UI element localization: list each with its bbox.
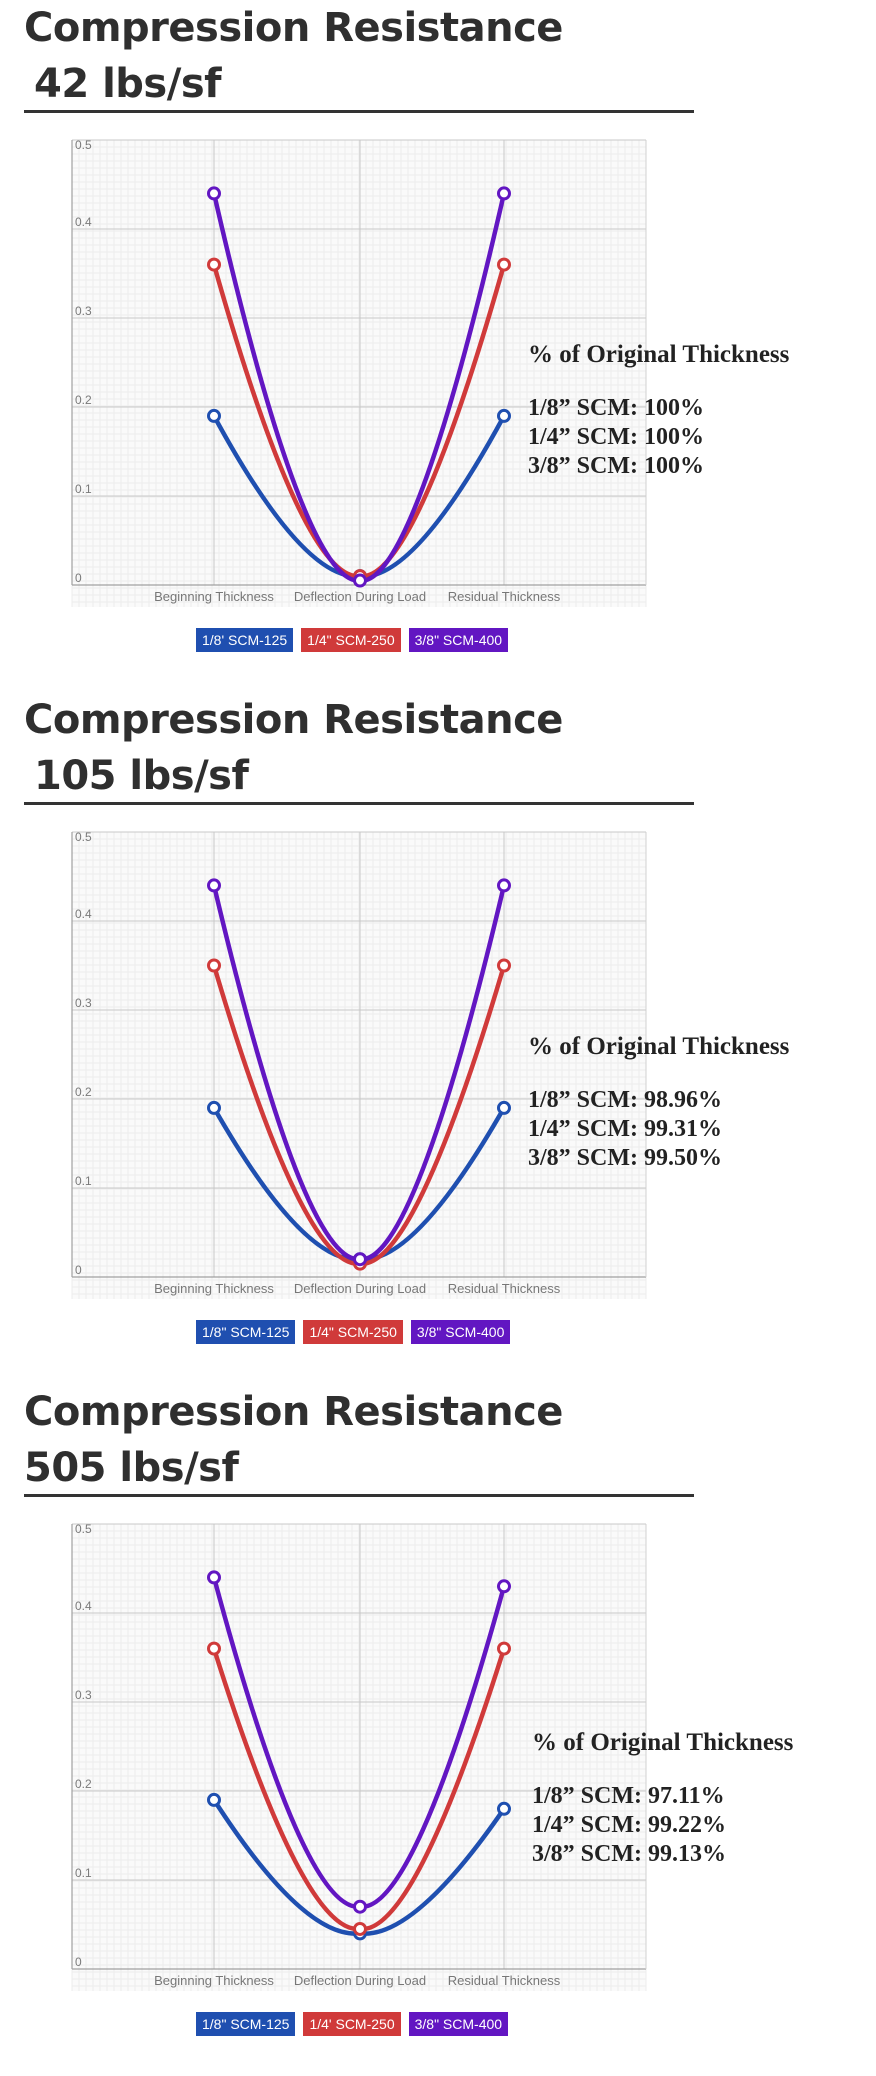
section-heading: Compression Resistance 105 lbs/sf <box>24 692 704 802</box>
legend-item-scm-250: 1/4" SCM-250 <box>301 628 401 652</box>
y-tick-label: 0.4 <box>75 1599 92 1613</box>
data-point <box>497 958 511 973</box>
legend-item-scm-125: 1/8" SCM-125 <box>196 2012 296 2036</box>
section-subtitle: 42 lbs/sf <box>34 61 222 107</box>
x-tick-label: Residual Thickness <box>448 1973 561 1988</box>
data-point <box>207 1641 221 1656</box>
data-point <box>207 257 221 272</box>
section-title: Compression Resistance <box>24 1389 563 1435</box>
annotation-line: 3/8” SCM: 100% <box>528 453 704 479</box>
y-tick-label: 0 <box>75 571 82 585</box>
y-tick-label: 0.4 <box>75 215 92 229</box>
data-point <box>497 1100 511 1115</box>
data-point <box>497 257 511 272</box>
chart-section-505: Compression Resistance 505 lbs/sf 0 0.1 0.… <box>0 1384 876 2076</box>
data-point <box>353 1921 367 1936</box>
compression-chart: 0 0.1 0.2 0.3 0.4 0.5 Beginning Thickness Defle… <box>71 1522 647 1991</box>
data-point <box>207 878 221 893</box>
y-tick-label: 0 <box>75 1955 82 1969</box>
data-point <box>207 1792 221 1807</box>
section-heading: Compression Resistance 505 lbs/sf <box>24 1384 704 1494</box>
minor-grid <box>71 139 647 607</box>
annotation-title: % of Original Thickness <box>528 341 790 368</box>
section-heading: Compression Resistance 42 lbs/sf <box>24 0 704 110</box>
x-tick-label: Residual Thickness <box>448 589 561 604</box>
data-point <box>497 878 511 893</box>
y-tick-label: 0.1 <box>75 482 92 496</box>
data-point <box>207 408 221 423</box>
section-subtitle: 105 lbs/sf <box>34 753 249 799</box>
legend-item-scm-250: 1/4" SCM-250 <box>303 1320 403 1344</box>
compression-chart: 0 0.1 0.2 0.3 0.4 0.5 Beginning Thickness Defle… <box>71 138 647 607</box>
data-point <box>497 408 511 423</box>
x-tick-label: Beginning Thickness <box>154 589 274 604</box>
section-title: Compression Resistance <box>24 5 563 51</box>
chart-section-105: Compression Resistance 105 lbs/sf 0 0.1 0.… <box>0 692 876 1384</box>
legend-item-scm-400: 3/8" SCM-400 <box>410 1320 511 1344</box>
y-tick-label: 0.1 <box>75 1174 92 1188</box>
y-tick-label: 0.5 <box>75 830 92 844</box>
data-point <box>207 958 221 973</box>
chart-legend: 1/8' SCM-125 1/4" SCM-250 3/8" SCM-400 <box>196 628 509 652</box>
x-tick-label: Residual Thickness <box>448 1281 561 1296</box>
x-tick-label: Deflection During Load <box>294 1973 426 1988</box>
annotation-line: 1/4” SCM: 99.22% <box>532 1812 726 1838</box>
heading-rule <box>24 110 694 113</box>
chart-legend: 1/8" SCM-125 1/4" SCM-250 3/8" SCM-400 <box>196 1320 511 1344</box>
data-point <box>207 1570 221 1585</box>
data-point <box>207 186 221 201</box>
annotation-line: 3/8” SCM: 99.13% <box>532 1841 726 1867</box>
y-tick-label: 0.3 <box>75 996 92 1010</box>
data-point <box>353 1252 367 1267</box>
heading-rule <box>24 1494 694 1497</box>
thickness-annotation: % of Original Thickness 1/8” SCM: 100% 1… <box>528 340 858 481</box>
thickness-annotation: % of Original Thickness 1/8” SCM: 97.11%… <box>532 1728 862 1869</box>
heading-rule <box>24 802 694 805</box>
y-tick-label: 0.2 <box>75 1777 92 1791</box>
y-tick-label: 0.5 <box>75 138 92 152</box>
y-tick-label: 0.2 <box>75 1085 92 1099</box>
annotation-line: 1/8” SCM: 98.96% <box>528 1087 722 1113</box>
legend-item-scm-125: 1/8" SCM-125 <box>196 1320 296 1344</box>
x-tick-label: Deflection During Load <box>294 589 426 604</box>
data-point <box>497 1579 511 1594</box>
y-tick-label: 0.1 <box>75 1866 92 1880</box>
legend-item-scm-125: 1/8' SCM-125 <box>196 628 294 652</box>
annotation-line: 1/4” SCM: 99.31% <box>528 1116 722 1142</box>
y-tick-label: 0.5 <box>75 1522 92 1536</box>
annotation-line: 3/8” SCM: 99.50% <box>528 1145 722 1171</box>
annotation-title: % of Original Thickness <box>528 1033 790 1060</box>
section-title: Compression Resistance <box>24 697 563 743</box>
section-subtitle: 505 lbs/sf <box>24 1445 239 1491</box>
compression-chart: 0 0.1 0.2 0.3 0.4 0.5 Beginning Thickness Defle… <box>71 830 647 1299</box>
data-point <box>497 186 511 201</box>
data-point <box>353 1899 367 1914</box>
y-tick-label: 0.3 <box>75 1688 92 1702</box>
annotation-line: 1/8” SCM: 97.11% <box>532 1783 725 1809</box>
data-point <box>207 1100 221 1115</box>
thickness-annotation: % of Original Thickness 1/8” SCM: 98.96%… <box>528 1032 858 1173</box>
x-tick-label: Beginning Thickness <box>154 1281 274 1296</box>
y-tick-label: 0 <box>75 1263 82 1277</box>
legend-item-scm-400: 3/8" SCM-400 <box>408 2012 509 2036</box>
chart-section-42: Compression Resistance 42 lbs/sf 0 0.1 0.2… <box>0 0 876 692</box>
data-point <box>497 1801 511 1816</box>
x-tick-label: Beginning Thickness <box>154 1973 274 1988</box>
annotation-line: 1/4” SCM: 100% <box>528 424 704 450</box>
x-tick-label: Deflection During Load <box>294 1281 426 1296</box>
legend-item-scm-250: 1/4' SCM-250 <box>303 2012 401 2036</box>
y-tick-label: 0.4 <box>75 907 92 921</box>
data-point <box>497 1641 511 1656</box>
legend-item-scm-400: 3/8" SCM-400 <box>408 628 509 652</box>
y-tick-label: 0.2 <box>75 393 92 407</box>
chart-legend: 1/8" SCM-125 1/4' SCM-250 3/8" SCM-400 <box>196 2012 509 2036</box>
y-tick-label: 0.3 <box>75 304 92 318</box>
data-point <box>353 573 367 588</box>
annotation-title: % of Original Thickness <box>532 1729 794 1756</box>
annotation-line: 1/8” SCM: 100% <box>528 395 704 421</box>
